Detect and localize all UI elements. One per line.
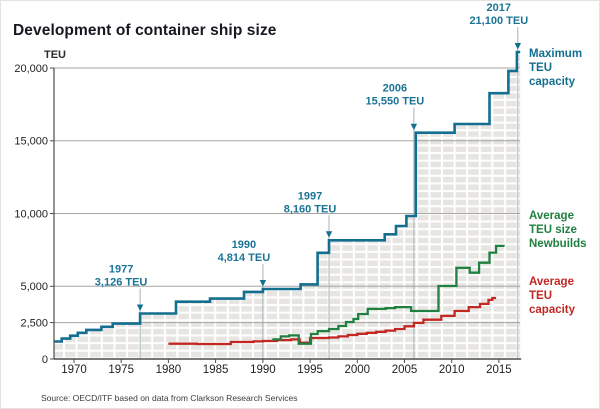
- x-tick-1970: 1970: [61, 364, 87, 376]
- x-tick-1980: 1980: [156, 364, 182, 376]
- avg-teu-size-newbuilds-line: [272, 244, 505, 345]
- annotation-arrow-1990: [259, 280, 267, 287]
- x-tick-1975: 1975: [108, 364, 134, 376]
- x-tick-2015: 2015: [486, 364, 512, 376]
- annotation-1997: 1997 8,160 TEU: [284, 190, 337, 215]
- y-tick-labels: 0 2,500 5,000 10,000 15,000 20,000: [14, 63, 54, 366]
- x-tick-2000: 2000: [345, 364, 371, 376]
- annotation-1990: 1990 4,814 TEU: [218, 239, 271, 264]
- annotation-arrow-2017: [514, 43, 521, 50]
- x-tick-1985: 1985: [203, 364, 229, 376]
- y-tick-2,500: 2,500: [20, 317, 48, 329]
- x-tick-1995: 1995: [297, 364, 323, 376]
- legend-average-teu-capacity: Average TEU capacity: [529, 276, 576, 316]
- annotation-arrow-2006: [410, 123, 418, 131]
- annotation-arrow-1977: [136, 304, 144, 311]
- legend-average-teu-size-newbuilds: Average TEU size Newbuilds: [529, 210, 587, 250]
- y-tick-15,000: 15,000: [14, 136, 48, 148]
- x-tick-labels: 1970 1975 1980 1985 1990 1995 2000 2005 2010 2015: [61, 359, 512, 376]
- annotation-callout-lines: [139, 27, 519, 359]
- y-tick-5,000: 5,000: [20, 281, 48, 293]
- annotation-2006: 2006 15,550 TEU: [366, 83, 425, 108]
- y-tick-20,000: 20,000: [14, 63, 48, 75]
- max-capacity-area-fill: [54, 52, 521, 359]
- chart-title: Development of container ship size: [13, 22, 277, 39]
- x-tick-2005: 2005: [392, 364, 418, 376]
- y-axis-title: TEU: [44, 49, 66, 61]
- x-tick-2010: 2010: [439, 364, 465, 376]
- max-teu-capacity-line: [54, 50, 521, 343]
- x-tick-1990: 1990: [250, 364, 276, 376]
- annotation-arrow-1997: [325, 231, 333, 238]
- annotation-2017: 2017 21,100 TEU: [469, 2, 528, 27]
- source-note: Source: OECD/ITF based on data from Clar…: [41, 393, 298, 403]
- legend-maximum-teu-capacity: Maximum TEU capacity: [529, 48, 583, 88]
- annotation-1977: 1977 3,126 TEU: [95, 264, 148, 289]
- y-tick-0: 0: [42, 354, 48, 366]
- y-tick-10,000: 10,000: [14, 208, 48, 220]
- avg-teu-capacity-line: [168, 296, 497, 346]
